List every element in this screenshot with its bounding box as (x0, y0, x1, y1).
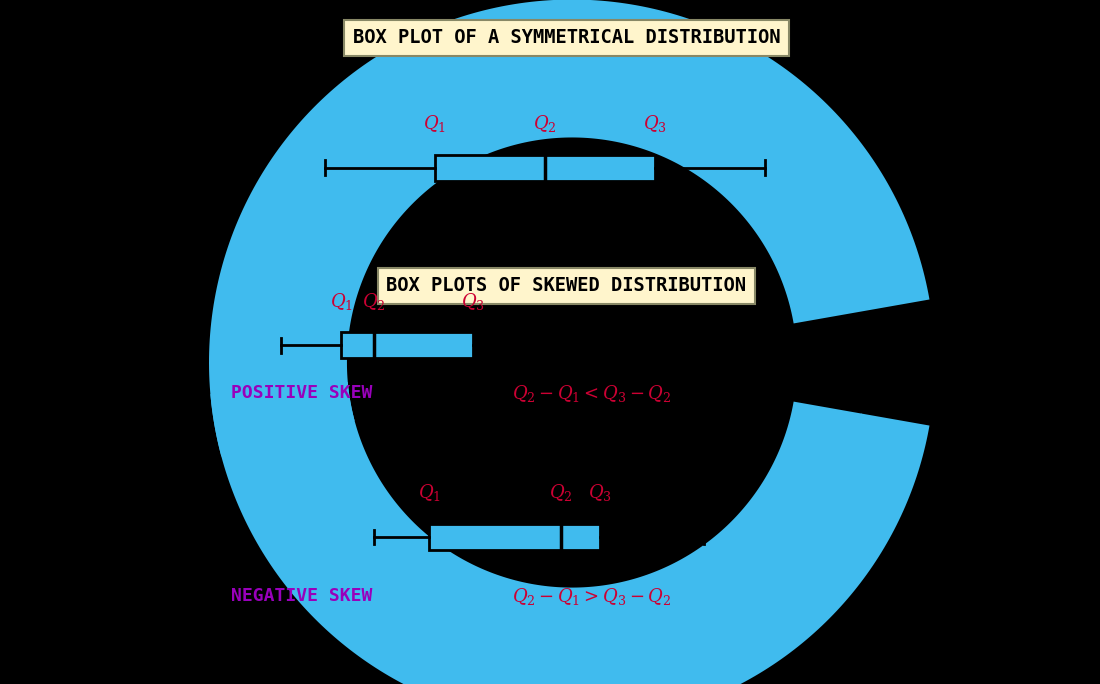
Text: $Q_3$: $Q_3$ (461, 291, 485, 312)
Text: BOX PLOT OF A SYMMETRICAL DISTRIBUTION: BOX PLOT OF A SYMMETRICAL DISTRIBUTION (353, 28, 780, 47)
Text: BOX PLOTS OF SKEWED DISTRIBUTION: BOX PLOTS OF SKEWED DISTRIBUTION (386, 276, 747, 295)
Polygon shape (209, 0, 930, 456)
Text: $Q_3$: $Q_3$ (642, 113, 667, 134)
Text: $Q_1$: $Q_1$ (330, 291, 352, 312)
Bar (429, 524, 600, 550)
Text: $Q_2$: $Q_2$ (532, 113, 557, 134)
Text: $Q_2$: $Q_2$ (549, 482, 573, 503)
Text: NEGATIVE SKEW: NEGATIVE SKEW (231, 588, 373, 605)
Polygon shape (230, 389, 327, 438)
Text: $Q_1$: $Q_1$ (418, 482, 440, 503)
Polygon shape (210, 382, 929, 684)
Polygon shape (804, 414, 905, 460)
Bar (434, 155, 654, 181)
Text: POSITIVE SKEW: POSITIVE SKEW (231, 384, 373, 402)
Text: $Q_1$: $Q_1$ (424, 113, 446, 134)
Text: $Q_3$: $Q_3$ (587, 482, 612, 503)
Text: $Q_2$: $Q_2$ (362, 291, 386, 312)
Text: $Q_2 - Q_1 < Q_3 - Q_2$: $Q_2 - Q_1 < Q_3 - Q_2$ (512, 383, 671, 404)
Bar (341, 332, 473, 358)
Text: $Q_2 - Q_1 > Q_3 - Q_2$: $Q_2 - Q_1 > Q_3 - Q_2$ (512, 586, 671, 607)
